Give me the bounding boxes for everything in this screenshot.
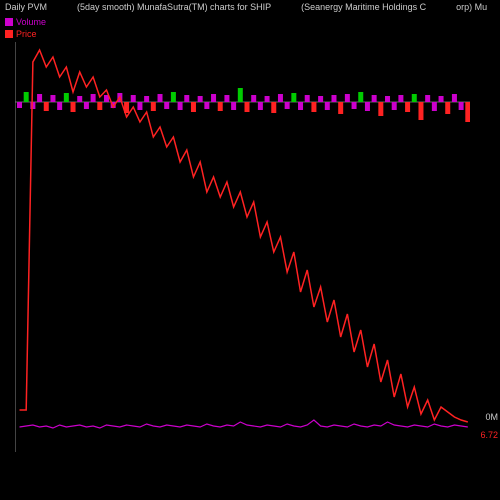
legend-volume-box bbox=[5, 18, 13, 26]
legend-volume: Volume bbox=[5, 16, 46, 28]
volume-axis-label: 0M bbox=[485, 412, 498, 422]
header-center-right: (Seanergy Maritime Holdings C bbox=[301, 2, 426, 12]
header-left: Daily PVM bbox=[5, 2, 47, 12]
legend-volume-label: Volume bbox=[16, 16, 46, 28]
header-right: orp) Mu bbox=[456, 2, 487, 12]
legend: Volume Price bbox=[5, 16, 46, 40]
legend-price-label: Price bbox=[16, 28, 37, 40]
legend-price: Price bbox=[5, 28, 46, 40]
chart-header: Daily PVM (5day smooth) MunafaSutra(TM) … bbox=[0, 0, 500, 14]
legend-price-box bbox=[5, 30, 13, 38]
price-axis-label: 6.72 bbox=[480, 430, 498, 440]
header-center-left: (5day smooth) MunafaSutra(TM) charts for… bbox=[77, 2, 271, 12]
chart-svg bbox=[15, 42, 470, 452]
